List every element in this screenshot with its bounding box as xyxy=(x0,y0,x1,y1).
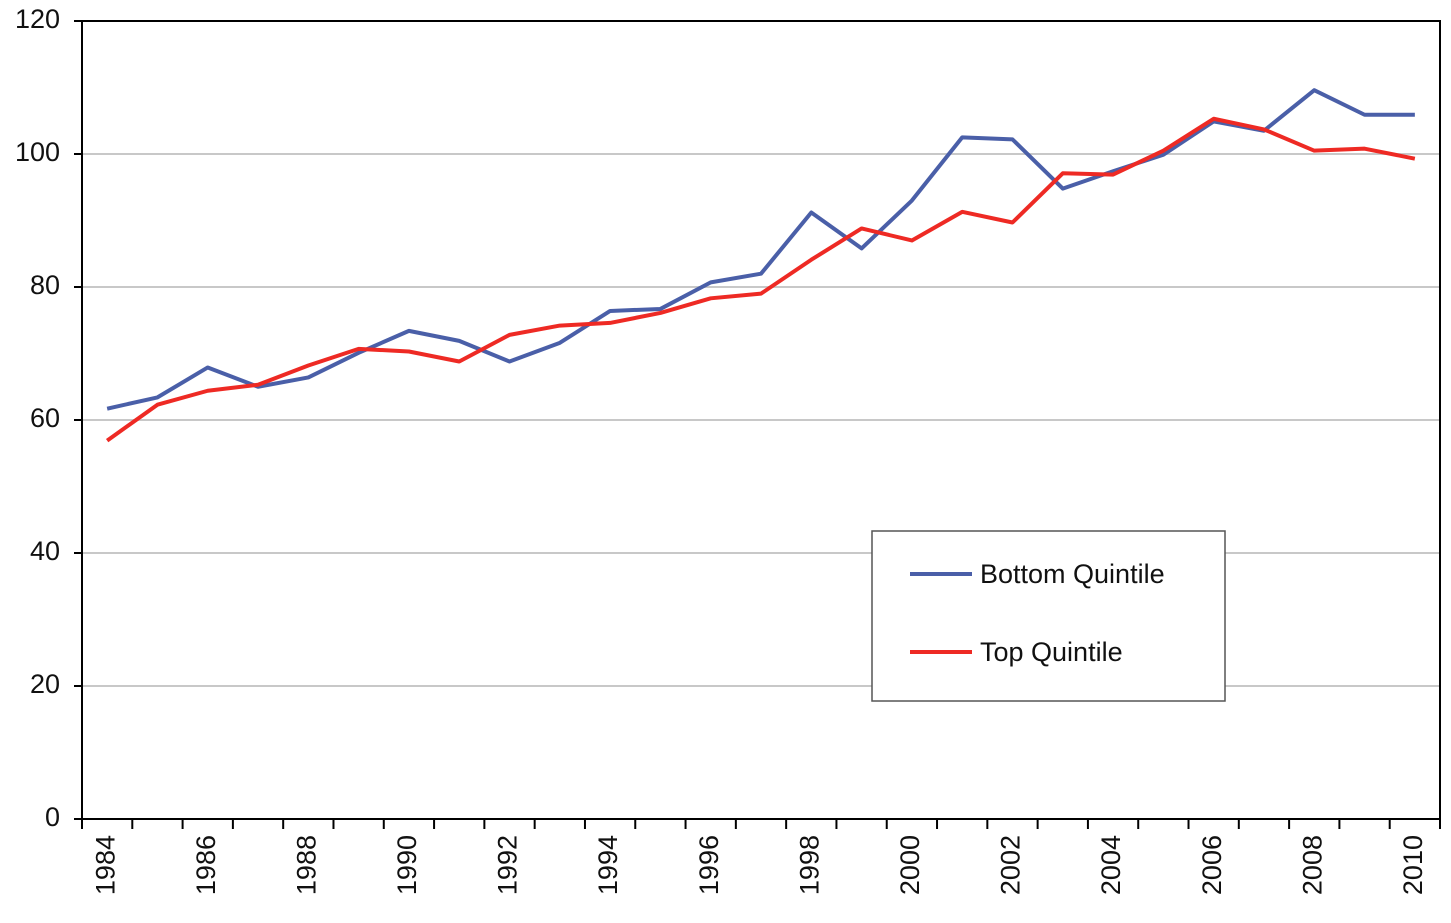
x-tick-label: 2000 xyxy=(895,835,925,895)
x-tick-label: 2002 xyxy=(996,835,1026,895)
x-tick-label: 1998 xyxy=(794,835,824,895)
x-tick-label: 2010 xyxy=(1398,835,1428,895)
legend-label: Bottom Quintile xyxy=(980,559,1165,589)
x-tick-label: 2008 xyxy=(1297,835,1327,895)
legend-box xyxy=(871,530,1226,702)
y-tick-label: 20 xyxy=(30,669,60,699)
x-tick-label: 1996 xyxy=(694,835,724,895)
y-tick-label: 80 xyxy=(30,270,60,300)
y-tick-label: 100 xyxy=(15,137,60,167)
x-tick-label: 1990 xyxy=(392,835,422,895)
x-tick-label: 1994 xyxy=(593,835,623,895)
x-tick-label: 2004 xyxy=(1096,835,1126,895)
y-tick-label: 60 xyxy=(30,403,60,433)
legend: Bottom Quintile Top Quintile xyxy=(871,530,1226,702)
series-line xyxy=(105,116,1416,443)
x-tick-label: 1988 xyxy=(291,835,321,895)
x-tick-label: 2006 xyxy=(1197,835,1227,895)
plot-frame xyxy=(81,20,1441,820)
series-line xyxy=(106,88,1415,411)
y-tick-label: 40 xyxy=(30,536,60,566)
y-tick-label: 0 xyxy=(45,802,60,832)
y-tick-label: 120 xyxy=(15,4,60,34)
x-tick-label: 1986 xyxy=(191,835,221,895)
x-tick-label: 1984 xyxy=(90,835,120,895)
legend-label: Top Quintile xyxy=(980,637,1123,667)
x-tick-label: 1992 xyxy=(493,835,523,895)
